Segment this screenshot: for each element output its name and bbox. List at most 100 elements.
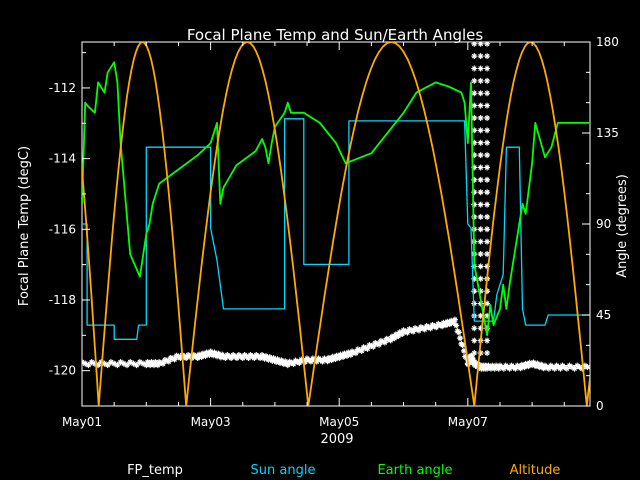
fp-temp-burst-marker xyxy=(471,114,478,121)
fp-temp-marker xyxy=(154,362,161,369)
fp-temp-burst-marker xyxy=(471,288,478,295)
fp-temp-burst-marker xyxy=(471,77,478,84)
earth-angle-line xyxy=(82,61,590,337)
fp-temp-marker xyxy=(525,363,532,370)
fp-temp-marker xyxy=(101,360,108,367)
fp-temp-burst-marker xyxy=(477,325,484,332)
fp-temp-marker xyxy=(356,347,363,354)
fp-temp-marker xyxy=(484,365,491,372)
fp-temp-marker xyxy=(529,362,536,369)
fp-temp-marker xyxy=(473,360,480,367)
y2-tick-label: 0 xyxy=(596,399,604,413)
fp-temp-burst-marker xyxy=(484,65,491,72)
fp-temp-burst-marker xyxy=(477,139,484,146)
fp-temp-marker xyxy=(151,362,158,369)
fp-temp-burst-marker xyxy=(471,164,478,171)
fp-temp-marker xyxy=(171,356,178,363)
fp-temp-marker xyxy=(347,351,354,358)
sun-angle-line xyxy=(82,118,590,340)
fp-temp-marker xyxy=(574,362,581,369)
y-tick-label: -112 xyxy=(49,81,76,95)
y2-axis-label: Angle (degrees) xyxy=(615,174,630,278)
fp-temp-burst-marker xyxy=(477,114,484,121)
fp-temp-marker xyxy=(521,364,528,371)
fp-temp-marker xyxy=(506,365,513,372)
fp-temp-burst-marker xyxy=(484,189,491,196)
fp-temp-marker xyxy=(368,342,375,349)
fp-temp-marker xyxy=(158,359,165,366)
fp-temp-burst-marker xyxy=(471,201,478,208)
fp-temp-marker xyxy=(91,360,98,367)
fp-temp-marker xyxy=(82,360,89,367)
fp-temp-marker xyxy=(95,362,102,369)
fp-temp-marker xyxy=(114,362,121,369)
fp-temp-burst-marker xyxy=(484,176,491,183)
legend-entry: Sun angle xyxy=(251,463,316,478)
fp-temp-marker xyxy=(284,362,291,369)
fp-temp-marker xyxy=(343,352,350,359)
fp-temp-marker xyxy=(457,335,464,342)
fp-temp-marker xyxy=(536,364,543,371)
fp-temp-burst-marker xyxy=(477,127,484,134)
fp-temp-marker xyxy=(471,359,478,366)
fp-temp-marker xyxy=(265,356,272,363)
y2-tick-label: 90 xyxy=(596,217,611,231)
fp-temp-burst-marker xyxy=(471,152,478,159)
fp-temp-marker xyxy=(165,358,172,365)
fp-temp-marker xyxy=(354,346,361,353)
fp-temp-burst-marker xyxy=(484,349,491,356)
fp-temp-burst-marker xyxy=(477,201,484,208)
fp-temp-marker xyxy=(210,352,217,359)
y-axis-label: Focal Plane Temp (degC) xyxy=(17,146,32,306)
fp-temp-marker xyxy=(228,355,235,362)
fp-temp-burst-marker xyxy=(477,77,484,84)
fp-temp-marker xyxy=(358,347,365,354)
fp-temp-marker xyxy=(453,322,460,329)
fp-temp-marker xyxy=(136,359,143,366)
fp-temp-marker xyxy=(376,341,383,348)
fp-temp-burst-marker xyxy=(477,213,484,220)
fp-temp-burst-marker xyxy=(471,90,478,97)
fp-temp-marker xyxy=(561,364,568,371)
fp-temp-marker xyxy=(374,340,381,347)
fp-temp-marker xyxy=(307,358,314,365)
fp-temp-marker xyxy=(233,355,240,362)
fp-temp-marker xyxy=(450,320,457,327)
fp-temp-marker xyxy=(370,343,377,350)
fp-temp-marker xyxy=(366,342,373,349)
fp-temp-burst-marker xyxy=(477,176,484,183)
fp-temp-marker xyxy=(460,347,467,354)
fp-temp-marker xyxy=(104,362,111,369)
fp-temp-burst-marker xyxy=(477,288,484,295)
fp-temp-marker xyxy=(160,360,167,367)
fp-temp-marker xyxy=(280,361,287,368)
fp-temp-marker xyxy=(143,362,150,369)
fp-temp-marker xyxy=(491,365,498,372)
fp-temp-burst-marker xyxy=(477,263,484,270)
fp-temp-marker xyxy=(273,358,280,365)
fp-temp-marker xyxy=(584,364,590,371)
fp-temp-marker xyxy=(328,357,335,364)
fp-temp-marker xyxy=(202,352,209,359)
fp-temp-marker xyxy=(296,359,303,366)
fp-temp-marker xyxy=(360,344,367,351)
fp-temp-marker xyxy=(415,327,422,334)
fp-temp-marker xyxy=(581,362,588,369)
fp-temp-burst-marker xyxy=(477,90,484,97)
fp-temp-burst-marker xyxy=(484,238,491,245)
fp-temp-burst-marker xyxy=(484,312,491,319)
fp-temp-burst-marker xyxy=(477,42,484,47)
legend-entry: Altitude xyxy=(510,463,561,478)
y2-tick-label: 180 xyxy=(596,35,619,49)
fp-temp-burst-marker xyxy=(484,139,491,146)
fp-temp-marker xyxy=(576,364,583,371)
fp-temp-marker xyxy=(245,355,252,362)
fp-temp-burst-marker xyxy=(477,251,484,258)
fp-temp-marker xyxy=(410,328,417,335)
fp-temp-burst-marker xyxy=(471,139,478,146)
legend: FP_temp Sun angle Earth angle Altitude xyxy=(127,463,560,478)
fp-temp-marker xyxy=(222,355,229,362)
fp-temp-burst-marker xyxy=(484,164,491,171)
series-group xyxy=(82,42,590,406)
